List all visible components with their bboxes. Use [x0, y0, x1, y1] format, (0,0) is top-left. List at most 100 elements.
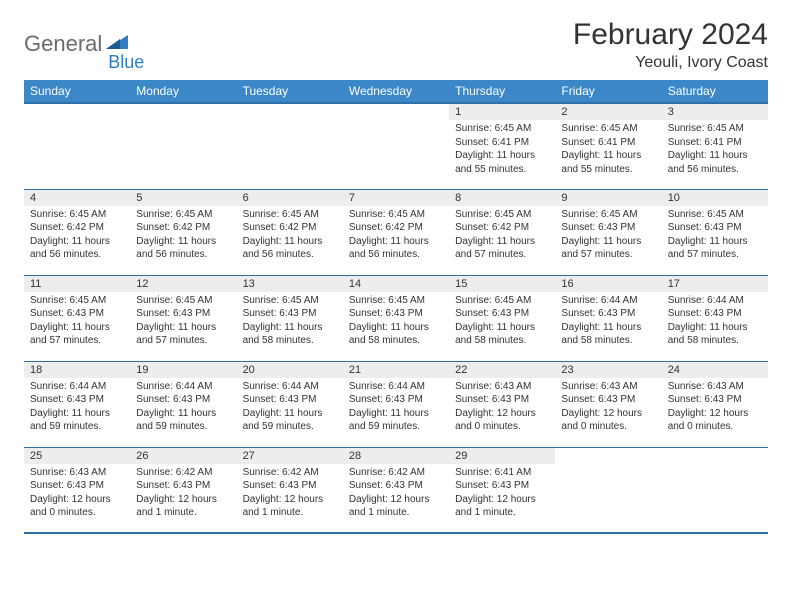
daylight-text: Daylight: 12 hours and 1 minute.: [136, 493, 230, 520]
daylight-text: Daylight: 11 hours and 57 minutes.: [455, 235, 549, 262]
day-body: Sunrise: 6:45 AMSunset: 6:43 PMDaylight:…: [237, 292, 343, 352]
daylight-text: Daylight: 11 hours and 56 minutes.: [243, 235, 337, 262]
day-number: 25: [24, 448, 130, 464]
day-body: Sunrise: 6:42 AMSunset: 6:43 PMDaylight:…: [237, 464, 343, 524]
day-body: Sunrise: 6:45 AMSunset: 6:42 PMDaylight:…: [343, 206, 449, 266]
calendar-day-cell: 16Sunrise: 6:44 AMSunset: 6:43 PMDayligh…: [555, 275, 661, 361]
daylight-text: Daylight: 12 hours and 1 minute.: [243, 493, 337, 520]
calendar-day-cell: 27Sunrise: 6:42 AMSunset: 6:43 PMDayligh…: [237, 447, 343, 533]
daylight-text: Daylight: 11 hours and 56 minutes.: [668, 149, 762, 176]
day-number: 3: [662, 104, 768, 120]
sunset-text: Sunset: 6:42 PM: [243, 221, 337, 235]
calendar-day-cell: 20Sunrise: 6:44 AMSunset: 6:43 PMDayligh…: [237, 361, 343, 447]
sunset-text: Sunset: 6:43 PM: [243, 307, 337, 321]
calendar-day-cell: 5Sunrise: 6:45 AMSunset: 6:42 PMDaylight…: [130, 189, 236, 275]
weekday-header: Sunday: [24, 80, 130, 103]
day-body: Sunrise: 6:45 AMSunset: 6:41 PMDaylight:…: [662, 120, 768, 180]
weekday-header: Saturday: [662, 80, 768, 103]
day-number: 7: [343, 190, 449, 206]
location-label: Yeouli, Ivory Coast: [573, 54, 768, 72]
day-body: Sunrise: 6:45 AMSunset: 6:42 PMDaylight:…: [24, 206, 130, 266]
sunset-text: Sunset: 6:43 PM: [349, 307, 443, 321]
day-number: 6: [237, 190, 343, 206]
day-number: 4: [24, 190, 130, 206]
sunset-text: Sunset: 6:41 PM: [561, 136, 655, 150]
day-number: 1: [449, 104, 555, 120]
day-body: Sunrise: 6:45 AMSunset: 6:43 PMDaylight:…: [343, 292, 449, 352]
calendar-week-row: 25Sunrise: 6:43 AMSunset: 6:43 PMDayligh…: [24, 447, 768, 533]
weekday-header: Wednesday: [343, 80, 449, 103]
daylight-text: Daylight: 11 hours and 57 minutes.: [668, 235, 762, 262]
sunset-text: Sunset: 6:43 PM: [136, 393, 230, 407]
calendar-day-cell: 25Sunrise: 6:43 AMSunset: 6:43 PMDayligh…: [24, 447, 130, 533]
sunrise-text: Sunrise: 6:43 AM: [561, 380, 655, 394]
sunset-text: Sunset: 6:42 PM: [455, 221, 549, 235]
calendar-day-cell: 14Sunrise: 6:45 AMSunset: 6:43 PMDayligh…: [343, 275, 449, 361]
day-number: 14: [343, 276, 449, 292]
sunrise-text: Sunrise: 6:45 AM: [243, 208, 337, 222]
sunset-text: Sunset: 6:43 PM: [30, 479, 124, 493]
day-number: [343, 104, 449, 120]
day-body: Sunrise: 6:43 AMSunset: 6:43 PMDaylight:…: [555, 378, 661, 438]
calendar-day-cell: [237, 103, 343, 189]
day-number: 21: [343, 362, 449, 378]
calendar-day-cell: 24Sunrise: 6:43 AMSunset: 6:43 PMDayligh…: [662, 361, 768, 447]
day-number: 11: [24, 276, 130, 292]
day-number: [237, 104, 343, 120]
day-body: Sunrise: 6:44 AMSunset: 6:43 PMDaylight:…: [130, 378, 236, 438]
calendar-day-cell: 7Sunrise: 6:45 AMSunset: 6:42 PMDaylight…: [343, 189, 449, 275]
sunrise-text: Sunrise: 6:44 AM: [30, 380, 124, 394]
sunrise-text: Sunrise: 6:43 AM: [455, 380, 549, 394]
sunset-text: Sunset: 6:43 PM: [561, 221, 655, 235]
sunrise-text: Sunrise: 6:43 AM: [30, 466, 124, 480]
sunrise-text: Sunrise: 6:45 AM: [561, 208, 655, 222]
sunrise-text: Sunrise: 6:45 AM: [668, 208, 762, 222]
day-body: [24, 120, 130, 126]
day-body: Sunrise: 6:44 AMSunset: 6:43 PMDaylight:…: [555, 292, 661, 352]
calendar-day-cell: [662, 447, 768, 533]
day-body: Sunrise: 6:45 AMSunset: 6:42 PMDaylight:…: [237, 206, 343, 266]
day-body: Sunrise: 6:45 AMSunset: 6:41 PMDaylight:…: [449, 120, 555, 180]
sunset-text: Sunset: 6:43 PM: [349, 393, 443, 407]
calendar-week-row: 18Sunrise: 6:44 AMSunset: 6:43 PMDayligh…: [24, 361, 768, 447]
calendar-day-cell: 26Sunrise: 6:42 AMSunset: 6:43 PMDayligh…: [130, 447, 236, 533]
weekday-header: Tuesday: [237, 80, 343, 103]
day-body: [662, 464, 768, 470]
sunrise-text: Sunrise: 6:44 AM: [136, 380, 230, 394]
sunrise-text: Sunrise: 6:45 AM: [455, 208, 549, 222]
sunset-text: Sunset: 6:43 PM: [668, 221, 762, 235]
calendar-table: Sunday Monday Tuesday Wednesday Thursday…: [24, 80, 768, 534]
sunset-text: Sunset: 6:43 PM: [668, 393, 762, 407]
day-body: Sunrise: 6:45 AMSunset: 6:43 PMDaylight:…: [449, 292, 555, 352]
calendar-day-cell: 3Sunrise: 6:45 AMSunset: 6:41 PMDaylight…: [662, 103, 768, 189]
day-number: 12: [130, 276, 236, 292]
title-block: February 2024 Yeouli, Ivory Coast: [573, 18, 768, 72]
weekday-header-row: Sunday Monday Tuesday Wednesday Thursday…: [24, 80, 768, 103]
day-body: Sunrise: 6:45 AMSunset: 6:43 PMDaylight:…: [24, 292, 130, 352]
day-number: 13: [237, 276, 343, 292]
sunset-text: Sunset: 6:43 PM: [136, 479, 230, 493]
day-number: 16: [555, 276, 661, 292]
sunrise-text: Sunrise: 6:41 AM: [455, 466, 549, 480]
daylight-text: Daylight: 11 hours and 58 minutes.: [243, 321, 337, 348]
weekday-header: Friday: [555, 80, 661, 103]
day-number: 22: [449, 362, 555, 378]
day-body: Sunrise: 6:44 AMSunset: 6:43 PMDaylight:…: [24, 378, 130, 438]
day-number: 24: [662, 362, 768, 378]
day-number: 8: [449, 190, 555, 206]
calendar-day-cell: [24, 103, 130, 189]
day-body: Sunrise: 6:45 AMSunset: 6:43 PMDaylight:…: [662, 206, 768, 266]
sunset-text: Sunset: 6:43 PM: [30, 307, 124, 321]
daylight-text: Daylight: 12 hours and 1 minute.: [455, 493, 549, 520]
daylight-text: Daylight: 11 hours and 56 minutes.: [30, 235, 124, 262]
day-body: Sunrise: 6:45 AMSunset: 6:43 PMDaylight:…: [555, 206, 661, 266]
calendar-day-cell: 11Sunrise: 6:45 AMSunset: 6:43 PMDayligh…: [24, 275, 130, 361]
day-number: 2: [555, 104, 661, 120]
page-header: General Blue February 2024 Yeouli, Ivory…: [24, 18, 768, 72]
weekday-header: Thursday: [449, 80, 555, 103]
day-number: 28: [343, 448, 449, 464]
sunrise-text: Sunrise: 6:45 AM: [349, 294, 443, 308]
sunset-text: Sunset: 6:43 PM: [243, 479, 337, 493]
calendar-day-cell: 4Sunrise: 6:45 AMSunset: 6:42 PMDaylight…: [24, 189, 130, 275]
day-number: 5: [130, 190, 236, 206]
